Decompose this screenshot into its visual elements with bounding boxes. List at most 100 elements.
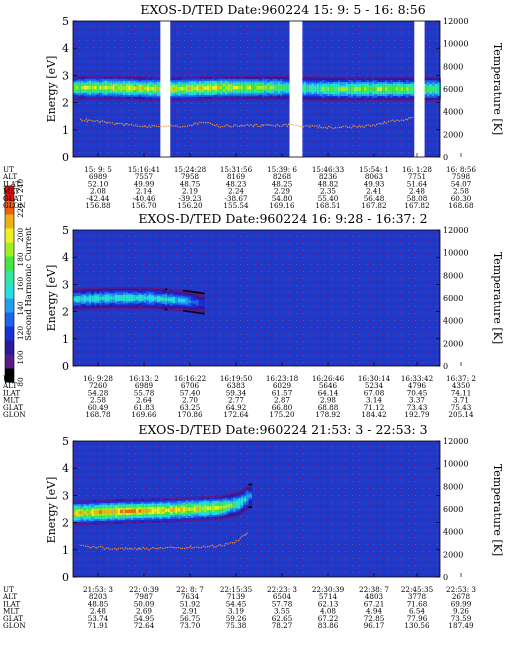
band-cell bbox=[96, 296, 100, 301]
ephemeris-value: 2.69 bbox=[136, 607, 152, 616]
band-cell bbox=[175, 298, 179, 302]
panel-1-ylabel: Energy [eV] bbox=[45, 56, 58, 123]
band-cell bbox=[141, 509, 145, 513]
plot-frame bbox=[72, 229, 441, 367]
ephemeris-value: 4350 bbox=[452, 381, 471, 390]
band-cell bbox=[86, 85, 90, 90]
band-cell bbox=[198, 301, 203, 305]
ephemeris-value: 22:30:39 bbox=[312, 585, 345, 594]
band-cell bbox=[400, 87, 404, 91]
ephemeris-value: 15:39: 6 bbox=[267, 165, 297, 174]
band-cell bbox=[403, 87, 407, 91]
y-tick-label: 2 bbox=[62, 97, 69, 110]
band-cell bbox=[154, 86, 158, 91]
ephemeris-value: 6989 bbox=[89, 172, 108, 181]
ephemeris-value: 54.28 bbox=[88, 388, 109, 397]
band-cell bbox=[143, 509, 147, 513]
band-cell bbox=[114, 509, 119, 514]
ephemeris-value: 2.48 bbox=[409, 187, 425, 196]
ephemeris-value: 67.08 bbox=[364, 388, 385, 397]
ephemeris-value: 4.94 bbox=[366, 607, 382, 616]
band-cell bbox=[99, 510, 103, 514]
band-cell bbox=[117, 86, 121, 90]
ephemeris-value: 3778 bbox=[408, 592, 427, 601]
band-cell bbox=[206, 86, 210, 90]
band-cell bbox=[301, 86, 305, 91]
ephemeris-value: 7958 bbox=[181, 172, 200, 181]
ephemeris-value: 187.49 bbox=[448, 621, 474, 630]
band-cell bbox=[434, 87, 438, 91]
ephemeris-value: 67.22 bbox=[318, 614, 339, 623]
band-cell bbox=[322, 87, 326, 91]
band-cell bbox=[190, 300, 195, 304]
ephemeris-value: 7139 bbox=[227, 592, 246, 601]
band-cell bbox=[429, 87, 433, 91]
band-cell bbox=[183, 86, 187, 91]
ephemeris-value: 54.45 bbox=[226, 599, 247, 608]
band-cell bbox=[143, 296, 147, 300]
colorbar-swatch bbox=[5, 214, 14, 229]
band-cell bbox=[392, 87, 397, 91]
band-cell bbox=[130, 296, 134, 300]
band-cell bbox=[107, 296, 111, 300]
ephemeris-value: 52.10 bbox=[88, 179, 109, 188]
band-cell bbox=[164, 297, 168, 301]
ephemeris-value: 2.29 bbox=[274, 187, 290, 196]
band-cell bbox=[138, 296, 142, 300]
band-cell bbox=[345, 87, 349, 91]
y2-tick-label: 6000 bbox=[443, 85, 463, 94]
band-cell bbox=[356, 87, 360, 91]
ephemeris-row-label: ILAT bbox=[3, 179, 20, 188]
band-cell bbox=[196, 86, 200, 90]
ephemeris-row-label: UT bbox=[3, 165, 14, 174]
y2-tick-label: 10000 bbox=[443, 249, 468, 258]
band-cell bbox=[80, 297, 85, 301]
band-cell bbox=[335, 87, 339, 91]
band-cell bbox=[183, 507, 187, 512]
band-cell bbox=[91, 85, 95, 90]
band-cell bbox=[366, 87, 370, 91]
ephemeris-value: 56.48 bbox=[364, 194, 385, 203]
ephemeris-value: 178.92 bbox=[315, 410, 340, 419]
colorbar-tick-label: 80 bbox=[16, 377, 25, 387]
ephemeris-value: 4.08 bbox=[320, 607, 336, 616]
band-cell bbox=[411, 87, 415, 91]
y-tick-label: 4 bbox=[62, 42, 69, 55]
band-cell bbox=[177, 507, 182, 512]
band-cell bbox=[240, 499, 244, 504]
ephemeris-value: 3.19 bbox=[228, 607, 244, 616]
ephemeris-value: 62.65 bbox=[272, 614, 293, 623]
band-cell bbox=[209, 506, 213, 510]
band-cell bbox=[201, 301, 205, 305]
band-cell bbox=[80, 511, 85, 515]
band-cell bbox=[363, 87, 368, 91]
band-cell bbox=[73, 511, 77, 515]
band-cell bbox=[235, 502, 239, 506]
ephemeris-value: 60.49 bbox=[88, 403, 109, 412]
ephemeris-value: 74.11 bbox=[451, 388, 472, 397]
band-cell bbox=[382, 87, 386, 91]
y2-tick-label: 8000 bbox=[443, 271, 463, 280]
band-cell bbox=[78, 85, 82, 90]
band-cell bbox=[387, 87, 391, 91]
band-cell bbox=[384, 87, 389, 91]
ephemeris-value: 167.82 bbox=[361, 201, 386, 210]
ephemeris-value: 72.85 bbox=[364, 614, 385, 623]
band-cell bbox=[86, 510, 90, 515]
band-cell bbox=[248, 85, 252, 90]
ephemeris-value: 168.51 bbox=[315, 201, 340, 210]
band-cell bbox=[78, 297, 82, 301]
ephemeris-value: 61.83 bbox=[134, 403, 155, 412]
colorbar-tick-label: 220 bbox=[16, 203, 25, 218]
ephemeris-value: 49.99 bbox=[134, 179, 155, 188]
panel-2-y2label: Temperature [K] bbox=[491, 252, 504, 344]
band-cell bbox=[201, 506, 205, 511]
y2-tick-label: 12000 bbox=[443, 226, 468, 235]
ephemeris-value: 57.78 bbox=[272, 599, 293, 608]
band-cell bbox=[112, 85, 116, 90]
ephemeris-value: 8203 bbox=[89, 592, 108, 601]
colorbar-tick-label: 200 bbox=[16, 228, 25, 243]
ephemeris-value: 6383 bbox=[227, 381, 246, 390]
ephemeris-value: -38.67 bbox=[224, 194, 247, 203]
